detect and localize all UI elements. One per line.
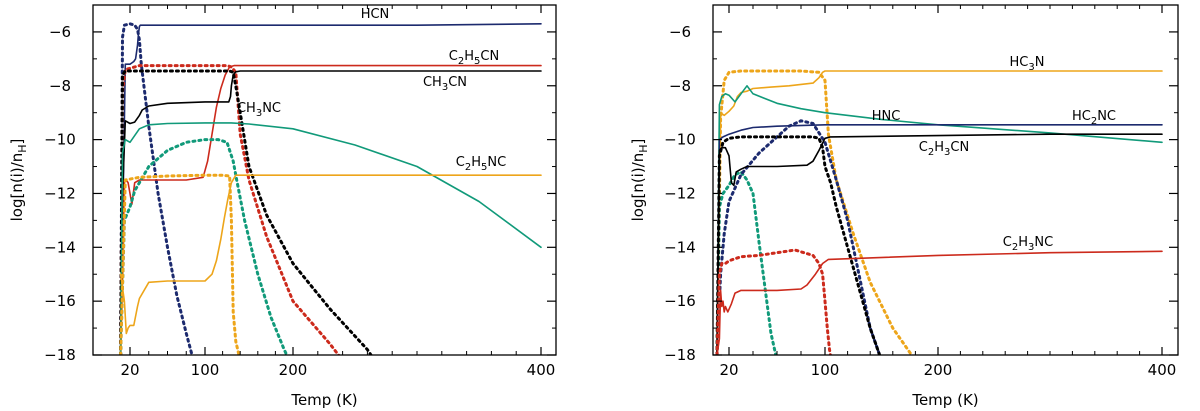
right-y-tick-label: −10 [664, 131, 696, 149]
right-x-axis: 20 100 200 400 [719, 5, 1176, 379]
right-y-axis: −18 −16 −14 −12 −10 −8 −6 [664, 4, 1178, 364]
left-label-ch3nc: CH3NC [237, 101, 281, 119]
left-x-tick-label: 100 [191, 361, 220, 379]
left-series-ch3nc-gas-dotted-line [119, 138, 289, 355]
right-label-c2h3cn: C2H3CN [919, 140, 969, 158]
right-series-labels: HC3N HNC HC2NC C2H3CN C2H3NC [872, 55, 1116, 253]
right-x-axis-title: Temp (K) [911, 391, 978, 409]
right-y-tick-label: −8 [669, 77, 691, 95]
left-label-ch3cn: CH3CN [423, 75, 467, 93]
right-series-hc3n-solid-line [716, 70, 1163, 355]
left-y-tick-label: −18 [44, 346, 76, 364]
left-series-c2h5nc-solid-line [119, 174, 542, 335]
right-series-hc2nc-gas-dotted-line [715, 119, 882, 355]
left-series-c2h5cn-gas-dotted-line [119, 64, 341, 355]
left-x-tick-label: 200 [279, 361, 308, 379]
left-series-ch3cn-gas-dotted-line [119, 69, 373, 355]
right-x-tick-label: 400 [1148, 361, 1177, 379]
left-series-labels: HCN C2H5CN CH3CN CH3NC C2H5NC [237, 7, 506, 173]
left-plot-frame [92, 4, 557, 356]
right-label-hc3n: HC3N [1010, 55, 1045, 73]
left-y-axis-title: log[n(i)/nH] [8, 139, 29, 222]
right-label-c2h3nc: C2H3NC [1003, 235, 1053, 253]
right-x-tick-label: 20 [719, 361, 738, 379]
left-chart-panel: 20 100 200 400 −18 −16 −14 −12 −10 −8 −6 Temp (K) lo… [8, 4, 557, 409]
right-y-tick-label: −16 [664, 292, 696, 310]
right-chart-panel: 20 100 200 400 −18 −16 −14 −12 −10 −8 −6 Temp (K) lo… [629, 4, 1179, 409]
left-x-tick-label: 400 [527, 361, 556, 379]
left-x-axis-title: Temp (K) [290, 391, 357, 409]
right-series-c2h3cn-gas-dotted-line [715, 135, 882, 355]
left-series-group [119, 22, 542, 355]
right-series-c2h3cn-solid-line [716, 133, 1163, 355]
right-series-c2h3nc-gas-dotted-line [715, 248, 832, 355]
left-series-ch3cn-solid-line [119, 70, 542, 355]
right-y-tick-label: −18 [664, 346, 696, 364]
right-series-group [715, 69, 1163, 355]
left-y-tick-label: −10 [44, 131, 76, 149]
right-y-axis-title: log[n(i)/nH] [629, 139, 650, 222]
right-x-tick-label: 100 [811, 361, 840, 379]
left-series-c2h5cn-solid-line [119, 64, 542, 355]
right-series-hnc-solid-line [716, 85, 1163, 355]
right-y-tick-label: −12 [664, 184, 696, 202]
left-y-tick-label: −8 [49, 77, 71, 95]
right-plot-frame [712, 4, 1179, 356]
left-x-axis: 20 100 200 400 [120, 5, 555, 379]
left-y-tick-label: −14 [44, 238, 76, 256]
left-series-hcn-gas-dotted-line [119, 22, 194, 355]
left-label-hcn: HCN [361, 7, 390, 22]
left-y-axis: −18 −16 −14 −12 −10 −8 −6 [44, 4, 556, 364]
left-series-c2h5nc-gas-dotted-line [119, 173, 241, 355]
right-series-hc3n-gas-dotted-line [715, 69, 914, 355]
left-label-c2h5cn: C2H5CN [449, 49, 499, 67]
left-x-tick-label: 20 [120, 361, 139, 379]
right-series-hc2nc-solid-line [716, 124, 1163, 355]
right-series-c2h3nc-solid-line [716, 250, 1163, 355]
right-x-tick-label: 200 [924, 361, 953, 379]
right-series-hnc-gas-dotted-line [715, 170, 778, 355]
right-label-hnc: HNC [872, 109, 901, 124]
right-y-tick-label: −14 [664, 238, 696, 256]
left-series-ch3nc-solid-line [119, 122, 542, 355]
left-series-hcn-solid-line [119, 23, 542, 355]
left-y-tick-label: −12 [44, 184, 76, 202]
right-label-hc2nc: HC2NC [1072, 109, 1116, 127]
left-y-tick-label: −6 [49, 23, 71, 41]
left-label-c2h5nc: C2H5NC [456, 155, 506, 173]
right-y-tick-label: −6 [669, 23, 691, 41]
left-y-tick-label: −16 [44, 292, 76, 310]
